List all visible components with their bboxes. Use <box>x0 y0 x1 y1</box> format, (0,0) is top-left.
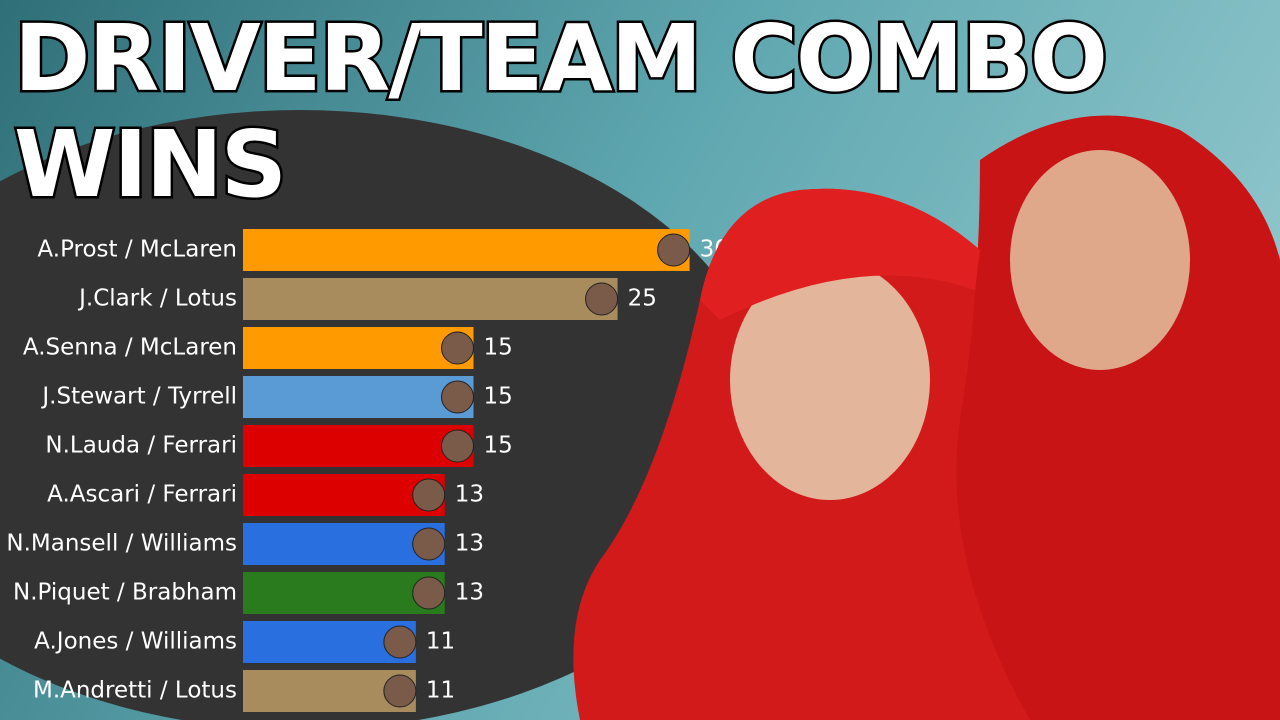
y-tick-label: A.Ascari / Ferrari <box>47 482 237 508</box>
y-tick-label: N.Piquet / Brabham <box>13 580 237 606</box>
value-label: 13 <box>455 580 484 606</box>
bar <box>243 523 445 565</box>
driver-avatar <box>441 429 474 463</box>
bar <box>243 376 474 418</box>
y-tick-label: A.Jones / Williams <box>34 629 237 655</box>
driver-avatar <box>441 380 474 414</box>
driver-avatar <box>441 331 474 365</box>
bar <box>243 474 445 516</box>
y-tick-label: M.Andretti / Lotus <box>33 678 237 704</box>
y-tick-label: A.Prost / McLaren <box>37 237 237 263</box>
driver-avatar <box>412 478 446 512</box>
driver-avatar <box>412 576 446 610</box>
value-label: 15 <box>484 335 513 361</box>
driver-avatar <box>657 233 691 267</box>
driver-avatar <box>383 625 417 659</box>
bar <box>243 327 474 369</box>
value-label: 13 <box>455 482 484 508</box>
driver-avatar <box>585 282 619 316</box>
value-label: 15 <box>484 384 513 410</box>
value-label: 13 <box>455 531 484 557</box>
value-label: 11 <box>426 629 455 655</box>
y-tick-label: J.Clark / Lotus <box>77 286 237 312</box>
bar <box>243 278 618 320</box>
driver-face <box>730 260 930 500</box>
value-label: 11 <box>426 678 455 704</box>
y-tick-label: N.Mansell / Williams <box>6 531 237 557</box>
driver-avatar <box>412 527 446 561</box>
cap <box>700 188 980 320</box>
y-tick-label: J.Stewart / Tyrrell <box>40 384 237 410</box>
value-label: 15 <box>484 433 513 459</box>
y-tick-label: A.Senna / McLaren <box>23 335 237 361</box>
engineer-face <box>1010 150 1190 370</box>
bar <box>243 425 474 467</box>
y-tick-label: N.Lauda / Ferrari <box>45 433 237 459</box>
driver-avatar <box>383 674 417 708</box>
bar <box>243 572 445 614</box>
value-label: 25 <box>628 286 657 312</box>
bar <box>243 229 690 271</box>
chart-title: DRIVER/TEAM COMBO WINS <box>12 3 1111 220</box>
